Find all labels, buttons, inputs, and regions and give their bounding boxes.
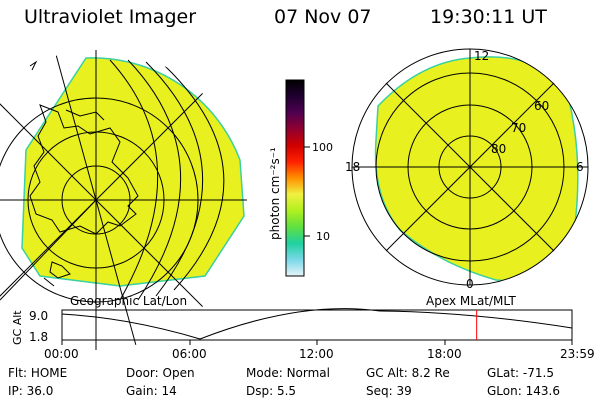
mlt-label-top: 12 [474, 49, 489, 63]
timeline-ticks [61, 340, 573, 345]
altitude-curve [61, 308, 573, 340]
header-date: 07 Nov 07 [274, 6, 372, 28]
colorbar-gradient [285, 79, 305, 277]
altitude-timeline: GC Alt 9.0 1.8 00:00 06:00 12:00 18:00 2… [11, 308, 595, 361]
magnetic-map: 12 0 18 6 60 70 80 [345, 48, 589, 291]
status-dsp: Dsp: 5.5 [246, 384, 296, 398]
status-gain: Gain: 14 [126, 384, 177, 398]
timeline-frame [61, 309, 573, 341]
timeline-x-tick-1: 06:00 [172, 347, 207, 361]
status-door: Door: Open [126, 366, 195, 380]
timeline-x-tick-3: 18:00 [427, 347, 462, 361]
left-panel-label: Geographic Lat/Lon [70, 294, 187, 308]
instrument-title: Ultraviolet Imager [24, 6, 196, 28]
mlat-label-80: 80 [491, 142, 506, 156]
status-gc-alt: GC Alt: 8.2 Re [366, 366, 450, 380]
timeline-y-tick-top: 9.0 [29, 309, 48, 323]
colorbar-tick-label-100: 100 [312, 141, 333, 154]
left-corner-mark [29, 60, 38, 71]
colorbar-unit-label: photon cm⁻²s⁻¹ [268, 147, 282, 240]
right-image-oval [374, 56, 579, 282]
timeline-x-tick-0: 00:00 [44, 347, 79, 361]
status-mode: Mode: Normal [246, 366, 330, 380]
coastline [29, 104, 139, 235]
mlat-label-70: 70 [511, 121, 526, 135]
status-panel: Flt: HOME Door: Open Mode: Normal GC Alt… [8, 366, 560, 398]
mlat-label-60: 60 [534, 99, 549, 113]
colorbar: 100 10 photon cm⁻²s⁻¹ [268, 79, 333, 277]
geographic-map [0, 50, 247, 350]
mlt-diagonal-b [385, 82, 555, 252]
timeline-y-tick-bottom: 1.8 [29, 330, 48, 344]
colorbar-tick-label-10: 10 [316, 230, 330, 243]
timeline-x-tick-4: 23:59 [560, 347, 595, 361]
right-panel-label: Apex MLat/MLT [426, 294, 516, 308]
timeline-axis-label: GC Alt [11, 310, 24, 345]
left-image-disk [21, 57, 245, 287]
mlt-label-bottom: 0 [466, 277, 474, 291]
header-time: 19:30:11 UT [430, 6, 547, 28]
mlt-label-right: 6 [576, 160, 584, 174]
status-glon: GLon: 143.6 [487, 384, 560, 398]
coastline-detail [43, 109, 105, 287]
status-flt: Flt: HOME [8, 366, 67, 380]
timeline-x-tick-2: 12:00 [299, 347, 334, 361]
status-glat: GLat: -71.5 [487, 366, 554, 380]
mlt-label-left: 18 [345, 160, 360, 174]
status-ip: IP: 36.0 [8, 384, 53, 398]
status-seq: Seq: 39 [366, 384, 412, 398]
